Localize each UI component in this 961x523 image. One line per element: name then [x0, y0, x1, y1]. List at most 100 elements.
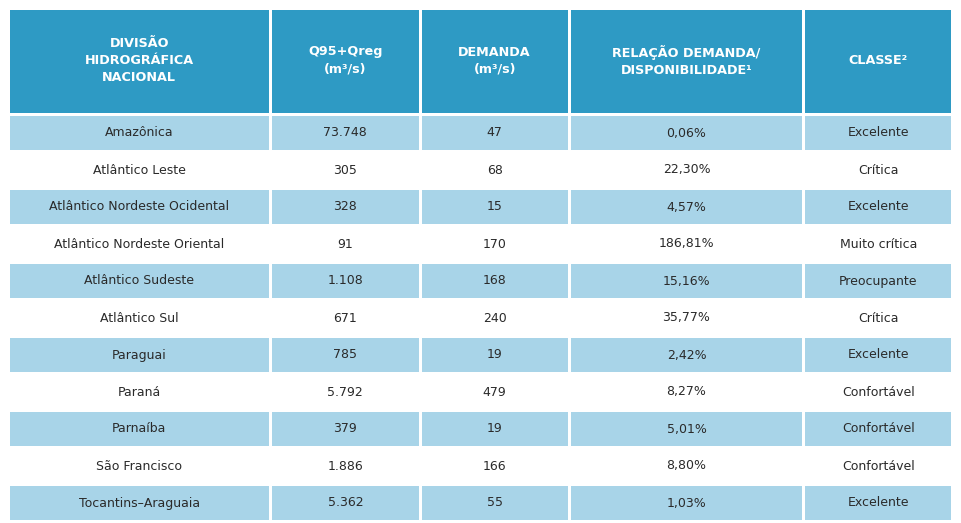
Bar: [569, 486, 803, 520]
Text: 2,42%: 2,42%: [667, 348, 706, 361]
Bar: [569, 116, 803, 150]
Bar: [569, 190, 803, 224]
Bar: [8, 264, 271, 298]
Bar: [420, 375, 569, 409]
Bar: [8, 301, 271, 335]
Text: 186,81%: 186,81%: [658, 237, 714, 251]
Bar: [951, 8, 953, 523]
Text: 5,01%: 5,01%: [667, 423, 706, 436]
Bar: [271, 227, 420, 261]
Bar: [420, 412, 569, 446]
Bar: [271, 449, 420, 483]
Bar: [803, 486, 953, 520]
Bar: [420, 264, 569, 298]
Text: 8,80%: 8,80%: [667, 460, 706, 472]
Text: 5.362: 5.362: [328, 496, 363, 509]
Bar: [420, 338, 569, 372]
Bar: [271, 190, 420, 224]
Text: 479: 479: [482, 385, 506, 399]
Bar: [8, 372, 953, 375]
Bar: [420, 153, 569, 187]
Bar: [8, 8, 271, 113]
Bar: [8, 449, 271, 483]
Text: 305: 305: [333, 164, 357, 176]
Bar: [568, 8, 571, 523]
Bar: [271, 116, 420, 150]
Bar: [8, 261, 953, 264]
Bar: [8, 153, 271, 187]
Text: 68: 68: [486, 164, 503, 176]
Bar: [803, 116, 953, 150]
Bar: [569, 338, 803, 372]
Bar: [420, 116, 569, 150]
Text: Parnaíba: Parnaíba: [112, 423, 166, 436]
Text: 1,03%: 1,03%: [667, 496, 706, 509]
Bar: [569, 153, 803, 187]
Text: CLASSE²: CLASSE²: [849, 54, 908, 67]
Bar: [8, 446, 953, 449]
Text: 170: 170: [482, 237, 506, 251]
Text: 671: 671: [333, 312, 357, 324]
Bar: [8, 483, 953, 486]
Bar: [569, 264, 803, 298]
Bar: [8, 338, 271, 372]
Text: 1.108: 1.108: [328, 275, 363, 288]
Text: 19: 19: [487, 348, 503, 361]
Text: Atlântico Nordeste Oriental: Atlântico Nordeste Oriental: [54, 237, 225, 251]
Text: 0,06%: 0,06%: [667, 127, 706, 140]
Text: Atlântico Leste: Atlântico Leste: [93, 164, 185, 176]
Text: 35,77%: 35,77%: [662, 312, 710, 324]
Bar: [8, 187, 953, 190]
Text: Excelente: Excelente: [848, 348, 909, 361]
Bar: [569, 449, 803, 483]
Bar: [8, 520, 953, 523]
Bar: [803, 338, 953, 372]
Text: Atlântico Sul: Atlântico Sul: [100, 312, 179, 324]
Text: Paraná: Paraná: [118, 385, 161, 399]
Bar: [271, 486, 420, 520]
Bar: [803, 190, 953, 224]
Text: Q95+Qreg
(m³/s): Q95+Qreg (m³/s): [308, 46, 382, 75]
Text: 166: 166: [482, 460, 506, 472]
Bar: [803, 8, 953, 113]
Bar: [8, 116, 271, 150]
Text: Atlântico Sudeste: Atlântico Sudeste: [85, 275, 194, 288]
Bar: [8, 412, 271, 446]
Text: 19: 19: [487, 423, 503, 436]
Bar: [271, 375, 420, 409]
Text: Confortável: Confortável: [842, 460, 915, 472]
Text: Confortável: Confortável: [842, 385, 915, 399]
Bar: [271, 8, 420, 113]
Bar: [803, 412, 953, 446]
Bar: [569, 227, 803, 261]
Text: 5.792: 5.792: [328, 385, 363, 399]
Bar: [420, 8, 569, 113]
Bar: [8, 224, 953, 227]
Text: Amazônica: Amazônica: [105, 127, 174, 140]
Text: 55: 55: [486, 496, 503, 509]
Text: 73.748: 73.748: [324, 127, 367, 140]
Bar: [269, 8, 272, 523]
Bar: [8, 409, 953, 412]
Text: 328: 328: [333, 200, 357, 213]
Bar: [803, 227, 953, 261]
Bar: [8, 375, 271, 409]
Text: 240: 240: [482, 312, 506, 324]
Bar: [803, 153, 953, 187]
Bar: [569, 301, 803, 335]
Bar: [271, 264, 420, 298]
Bar: [271, 301, 420, 335]
Bar: [8, 298, 953, 301]
Bar: [419, 8, 422, 523]
Text: Preocupante: Preocupante: [839, 275, 918, 288]
Bar: [420, 301, 569, 335]
Text: 4,57%: 4,57%: [667, 200, 706, 213]
Bar: [8, 227, 271, 261]
Bar: [569, 375, 803, 409]
Bar: [8, 113, 953, 116]
Text: 379: 379: [333, 423, 357, 436]
Text: 1.886: 1.886: [328, 460, 363, 472]
Text: DIVISÃO
HIDROGRÁFICA
NACIONAL: DIVISÃO HIDROGRÁFICA NACIONAL: [85, 37, 194, 84]
Text: 47: 47: [486, 127, 503, 140]
Bar: [803, 375, 953, 409]
